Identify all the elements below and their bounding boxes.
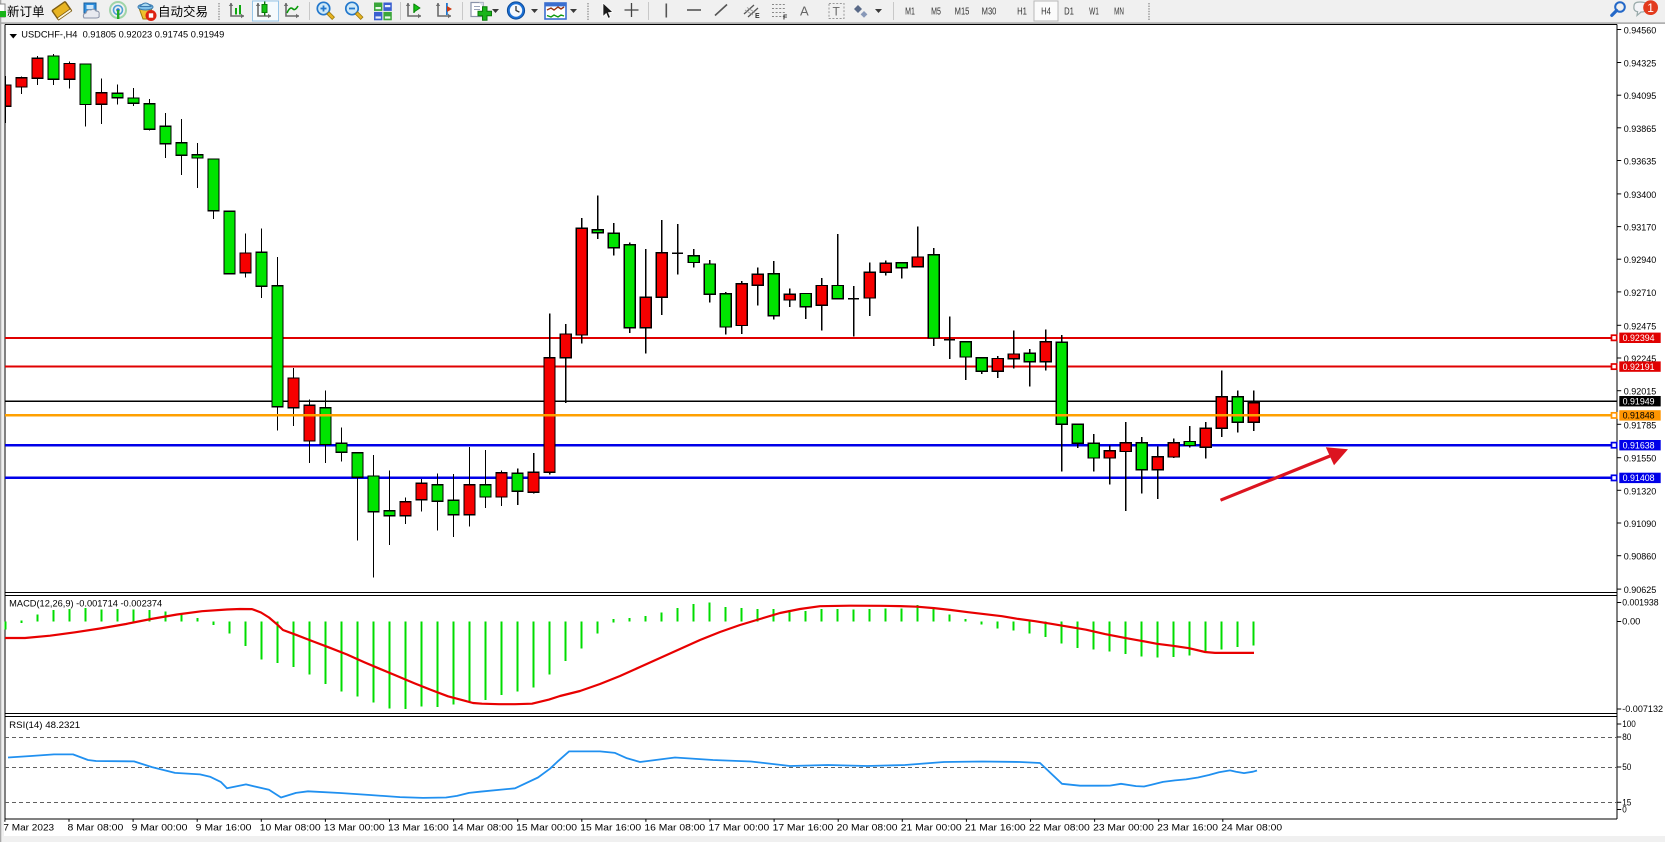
svg-text:15: 15 — [1622, 798, 1631, 808]
svg-text:10 Mar 08:00: 10 Mar 08:00 — [260, 823, 321, 833]
svg-text:USDCHF-,H4 0.91805 0.92023 0.: USDCHF-,H4 0.91805 0.92023 0.91745 0.919… — [21, 29, 224, 39]
svg-text:16 Mar 08:00: 16 Mar 08:00 — [644, 823, 705, 833]
svg-text:H4: H4 — [1041, 6, 1051, 17]
svg-text:80: 80 — [1622, 732, 1631, 742]
svg-text:100: 100 — [1622, 719, 1636, 729]
svg-text:22 Mar 08:00: 22 Mar 08:00 — [1029, 823, 1090, 833]
svg-text:23 Mar 16:00: 23 Mar 16:00 — [1157, 823, 1218, 833]
svg-text:M15: M15 — [955, 6, 970, 17]
svg-text:50: 50 — [1622, 762, 1631, 772]
svg-text:21 Mar 00:00: 21 Mar 00:00 — [901, 823, 962, 833]
svg-text:0.92940: 0.92940 — [1624, 255, 1657, 265]
svg-text:0.92710: 0.92710 — [1624, 288, 1657, 298]
svg-text:8 Mar 08:00: 8 Mar 08:00 — [68, 823, 124, 833]
svg-text:15 Mar 16:00: 15 Mar 16:00 — [580, 823, 641, 833]
svg-text:13 Mar 00:00: 13 Mar 00:00 — [324, 823, 385, 833]
svg-text:14 Mar 08:00: 14 Mar 08:00 — [452, 823, 513, 833]
svg-text:0: 0 — [1622, 805, 1627, 815]
svg-text:自动交易: 自动交易 — [158, 4, 208, 19]
svg-text:0.92394: 0.92394 — [1623, 333, 1655, 343]
svg-text:M1: M1 — [905, 6, 915, 17]
svg-text:17 Mar 16:00: 17 Mar 16:00 — [773, 823, 834, 833]
svg-text:新订单: 新订单 — [7, 4, 45, 19]
svg-text:MN: MN — [1114, 6, 1124, 17]
svg-text:0.91949: 0.91949 — [1623, 396, 1655, 406]
svg-text:0.94325: 0.94325 — [1624, 59, 1657, 69]
svg-text:0.90625: 0.90625 — [1624, 585, 1657, 595]
svg-text:23 Mar 00:00: 23 Mar 00:00 — [1093, 823, 1154, 833]
svg-text:24 Mar 08:00: 24 Mar 08:00 — [1221, 823, 1282, 833]
svg-text:0.00: 0.00 — [1622, 617, 1640, 627]
svg-text:0.94095: 0.94095 — [1624, 91, 1657, 101]
svg-text:M5: M5 — [931, 6, 941, 17]
svg-text:F: F — [783, 15, 788, 22]
svg-text:0.92191: 0.92191 — [1623, 362, 1655, 372]
svg-text:0.91638: 0.91638 — [1623, 440, 1655, 450]
svg-text:13 Mar 16:00: 13 Mar 16:00 — [388, 823, 449, 833]
svg-text:0.90860: 0.90860 — [1624, 552, 1657, 562]
svg-text:RSI(14) 48.2321: RSI(14) 48.2321 — [9, 720, 80, 730]
svg-text:0.92475: 0.92475 — [1624, 321, 1657, 331]
svg-text:0.91090: 0.91090 — [1624, 519, 1657, 529]
svg-text:15 Mar 00:00: 15 Mar 00:00 — [516, 823, 577, 833]
svg-text:D1: D1 — [1064, 6, 1074, 17]
svg-text:0.91320: 0.91320 — [1624, 486, 1657, 496]
svg-text:0.92245: 0.92245 — [1624, 354, 1657, 364]
svg-text:0.94560: 0.94560 — [1624, 26, 1657, 36]
svg-text:0.93400: 0.93400 — [1624, 190, 1657, 200]
svg-text:E: E — [755, 13, 760, 20]
svg-text:0.91848: 0.91848 — [1623, 411, 1655, 421]
svg-text:0.92015: 0.92015 — [1624, 387, 1657, 397]
svg-text:0.91785: 0.91785 — [1624, 420, 1657, 430]
svg-text:7 Mar 2023: 7 Mar 2023 — [3, 823, 54, 833]
svg-text:H1: H1 — [1017, 6, 1027, 17]
svg-text:T: T — [833, 5, 841, 19]
svg-text:17 Mar 00:00: 17 Mar 00:00 — [709, 823, 770, 833]
svg-text:9 Mar 00:00: 9 Mar 00:00 — [132, 823, 188, 833]
svg-text:0.001938: 0.001938 — [1622, 598, 1658, 608]
svg-text:A: A — [800, 4, 809, 19]
svg-text:W1: W1 — [1089, 6, 1099, 17]
svg-text:9 Mar 16:00: 9 Mar 16:00 — [196, 823, 252, 833]
svg-text:1: 1 — [1647, 1, 1654, 15]
svg-text:0.91550: 0.91550 — [1624, 454, 1657, 464]
svg-text:20 Mar 08:00: 20 Mar 08:00 — [837, 823, 898, 833]
svg-text:MACD(12,26,9) -0.001714 -0.002: MACD(12,26,9) -0.001714 -0.002374 — [9, 598, 162, 608]
svg-text:0.93865: 0.93865 — [1624, 124, 1657, 134]
svg-text:M30: M30 — [982, 6, 997, 17]
svg-text:0.91408: 0.91408 — [1623, 473, 1655, 483]
svg-text:0.93635: 0.93635 — [1624, 157, 1657, 167]
svg-text:21 Mar 16:00: 21 Mar 16:00 — [965, 823, 1026, 833]
svg-text:0.93170: 0.93170 — [1624, 223, 1657, 233]
svg-text:-0.007132: -0.007132 — [1622, 704, 1663, 714]
